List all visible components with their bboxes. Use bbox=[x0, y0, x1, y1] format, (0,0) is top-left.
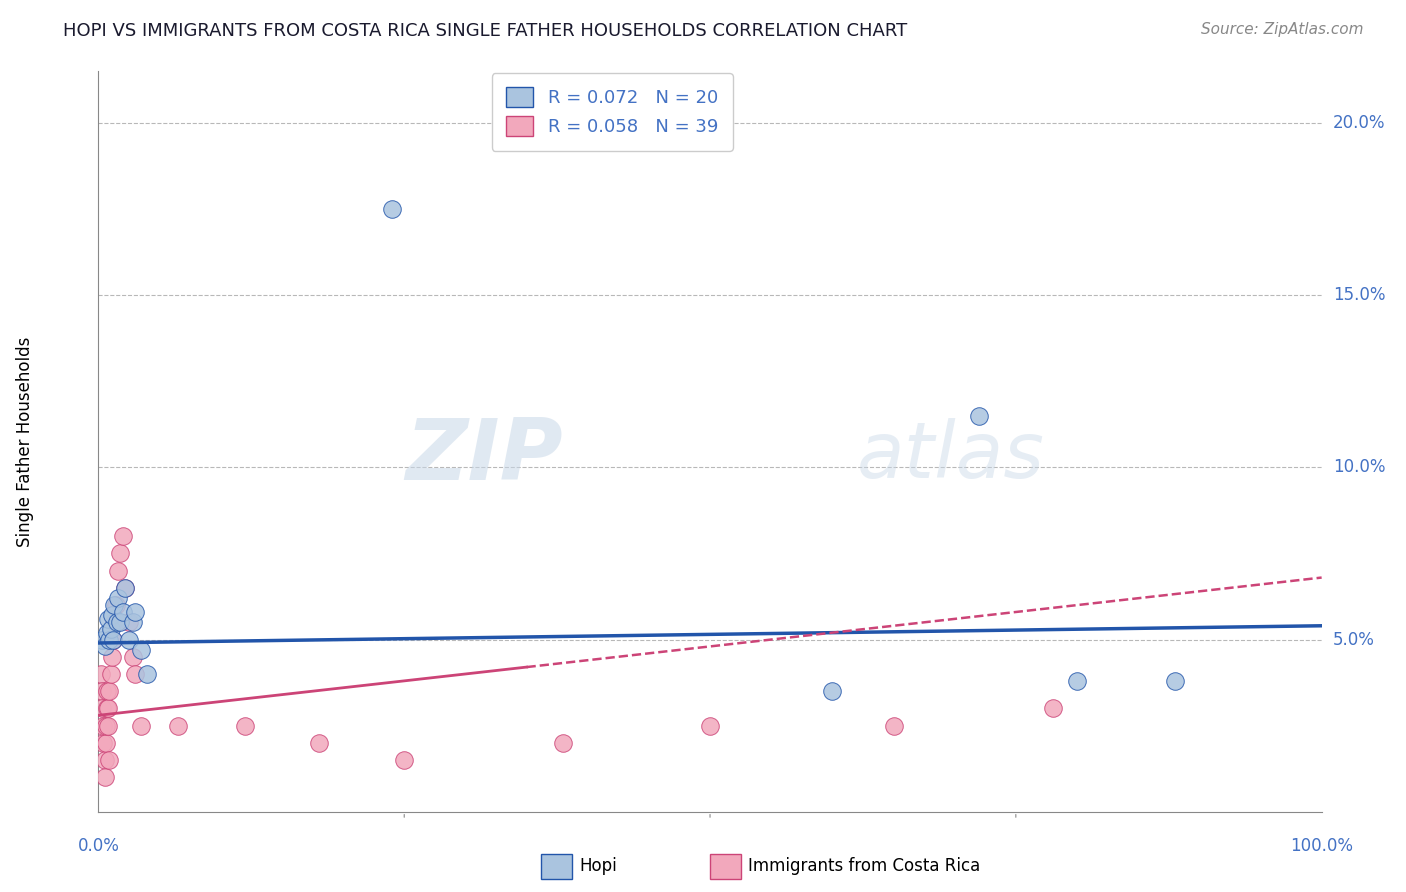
Point bbox=[100, 667, 122, 681]
Point bbox=[114, 581, 136, 595]
Point bbox=[91, 718, 114, 732]
Point bbox=[91, 632, 114, 647]
Point bbox=[111, 605, 134, 619]
Point bbox=[1042, 701, 1064, 715]
Point bbox=[129, 718, 152, 732]
Point bbox=[136, 667, 159, 681]
Point bbox=[96, 684, 118, 698]
Text: 20.0%: 20.0% bbox=[1333, 114, 1385, 132]
Text: atlas: atlas bbox=[856, 418, 1045, 494]
Point bbox=[103, 615, 125, 630]
Point bbox=[91, 701, 114, 715]
Point bbox=[107, 564, 129, 578]
Point bbox=[93, 753, 115, 767]
Point bbox=[105, 615, 128, 630]
Point bbox=[121, 615, 143, 630]
Point bbox=[90, 667, 112, 681]
Point bbox=[967, 409, 990, 423]
Point bbox=[105, 615, 128, 630]
Point bbox=[97, 612, 120, 626]
Point bbox=[101, 632, 124, 647]
Point bbox=[883, 718, 905, 732]
Point bbox=[91, 736, 114, 750]
Point bbox=[1066, 673, 1088, 688]
Text: 10.0%: 10.0% bbox=[1333, 458, 1385, 476]
Point bbox=[1164, 673, 1187, 688]
Point bbox=[107, 591, 129, 606]
Point bbox=[124, 667, 146, 681]
Point bbox=[124, 605, 146, 619]
Point bbox=[118, 632, 141, 647]
Text: ZIP: ZIP bbox=[405, 415, 564, 498]
Point bbox=[118, 615, 141, 630]
Text: Source: ZipAtlas.com: Source: ZipAtlas.com bbox=[1201, 22, 1364, 37]
Point bbox=[100, 622, 122, 636]
Point bbox=[93, 640, 115, 654]
Text: 5.0%: 5.0% bbox=[1333, 631, 1375, 648]
Point bbox=[167, 718, 190, 732]
Legend: R = 0.072   N = 20, R = 0.058   N = 39: R = 0.072 N = 20, R = 0.058 N = 39 bbox=[492, 73, 733, 151]
Point bbox=[97, 718, 120, 732]
Point bbox=[308, 736, 330, 750]
Point bbox=[101, 608, 124, 623]
Point bbox=[233, 718, 256, 732]
Point bbox=[821, 684, 844, 698]
Point bbox=[98, 753, 121, 767]
Point bbox=[94, 718, 117, 732]
Point bbox=[381, 202, 404, 216]
Point bbox=[98, 632, 121, 647]
Point bbox=[110, 546, 132, 560]
Point bbox=[553, 736, 575, 750]
Point bbox=[96, 701, 118, 715]
Point bbox=[110, 615, 132, 630]
Point bbox=[699, 718, 721, 732]
Text: 15.0%: 15.0% bbox=[1333, 286, 1385, 304]
Text: Hopi: Hopi bbox=[579, 857, 617, 875]
Point bbox=[121, 649, 143, 664]
Point bbox=[114, 581, 136, 595]
Point bbox=[97, 701, 120, 715]
Point bbox=[392, 753, 416, 767]
Text: HOPI VS IMMIGRANTS FROM COSTA RICA SINGLE FATHER HOUSEHOLDS CORRELATION CHART: HOPI VS IMMIGRANTS FROM COSTA RICA SINGL… bbox=[63, 22, 907, 40]
Point bbox=[104, 598, 127, 612]
Point bbox=[103, 598, 125, 612]
Point bbox=[101, 632, 124, 647]
Point bbox=[111, 529, 134, 543]
Text: Single Father Households: Single Father Households bbox=[15, 336, 34, 547]
Point bbox=[91, 684, 114, 698]
Point bbox=[93, 770, 115, 784]
Text: Immigrants from Costa Rica: Immigrants from Costa Rica bbox=[748, 857, 980, 875]
Text: 0.0%: 0.0% bbox=[77, 837, 120, 855]
Point bbox=[94, 736, 117, 750]
Point bbox=[98, 684, 121, 698]
Point bbox=[96, 625, 118, 640]
Text: 100.0%: 100.0% bbox=[1291, 837, 1353, 855]
Point bbox=[129, 643, 152, 657]
Point bbox=[101, 649, 124, 664]
